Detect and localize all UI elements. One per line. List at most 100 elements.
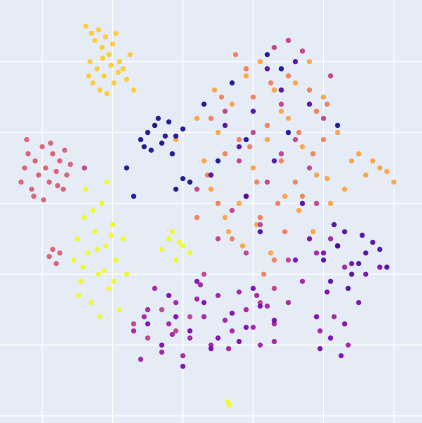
- point: [363, 271, 369, 277]
- point: [155, 115, 161, 121]
- point: [257, 229, 263, 235]
- point: [81, 214, 87, 221]
- point: [264, 303, 270, 309]
- point: [25, 151, 31, 157]
- point: [120, 66, 126, 72]
- point: [152, 285, 158, 291]
- point: [215, 200, 221, 206]
- point: [317, 328, 323, 334]
- point: [194, 296, 200, 302]
- point: [102, 243, 109, 249]
- point: [131, 193, 137, 199]
- point: [331, 314, 337, 320]
- point: [159, 246, 165, 253]
- point: [180, 175, 186, 182]
- point: [18, 179, 24, 185]
- point: [275, 200, 281, 206]
- point: [222, 317, 228, 323]
- point: [320, 94, 327, 100]
- point: [124, 165, 130, 171]
- point: [377, 246, 383, 253]
- point: [313, 200, 320, 206]
- point: [97, 314, 103, 320]
- point: [76, 292, 82, 299]
- point: [285, 37, 291, 43]
- point: [95, 271, 102, 277]
- point: [116, 59, 123, 65]
- point: [64, 172, 70, 178]
- point: [173, 299, 179, 306]
- point: [310, 229, 316, 235]
- point: [229, 101, 235, 107]
- point: [356, 151, 362, 157]
- point: [169, 229, 175, 235]
- point: [106, 285, 112, 291]
- point: [127, 51, 133, 58]
- point: [71, 257, 77, 263]
- point: [292, 136, 298, 143]
- point: [240, 243, 246, 249]
- point: [109, 41, 116, 47]
- point: [162, 133, 168, 139]
- point: [187, 179, 193, 185]
- point: [215, 236, 221, 242]
- point: [215, 335, 221, 341]
- point: [391, 179, 397, 185]
- point: [229, 310, 235, 316]
- point: [222, 151, 228, 157]
- point: [257, 59, 263, 65]
- point: [299, 278, 306, 284]
- point: [292, 179, 298, 185]
- point: [215, 292, 221, 299]
- point: [124, 76, 130, 82]
- point: [208, 186, 214, 192]
- point: [159, 342, 165, 348]
- point: [356, 299, 362, 306]
- point: [100, 55, 106, 61]
- point: [243, 307, 249, 313]
- point: [113, 30, 119, 36]
- point: [67, 161, 73, 167]
- point: [342, 229, 348, 235]
- point: [250, 94, 256, 100]
- point: [254, 292, 260, 299]
- point: [345, 285, 351, 291]
- point: [145, 129, 151, 136]
- point: [324, 289, 330, 295]
- point: [342, 186, 348, 192]
- point: [335, 243, 341, 249]
- point: [180, 363, 186, 369]
- point: [80, 264, 86, 270]
- point: [222, 108, 228, 114]
- point: [74, 236, 80, 242]
- point: [268, 80, 274, 86]
- point: [108, 62, 114, 68]
- point: [250, 108, 256, 114]
- point: [229, 80, 235, 86]
- point: [250, 285, 256, 291]
- point: [50, 151, 56, 157]
- point: [257, 342, 263, 348]
- point: [53, 168, 59, 175]
- point: [243, 193, 249, 199]
- point: [320, 250, 327, 256]
- point: [250, 165, 256, 171]
- point: [278, 158, 284, 164]
- point: [261, 271, 267, 277]
- point: [292, 80, 298, 86]
- point: [152, 122, 158, 129]
- point: [57, 158, 63, 164]
- point: [39, 144, 45, 150]
- point: [271, 257, 277, 263]
- point: [60, 186, 66, 192]
- point: [306, 236, 313, 242]
- point: [320, 257, 327, 263]
- point: [131, 328, 137, 334]
- point: [95, 27, 102, 33]
- point: [43, 165, 49, 171]
- point: [180, 243, 186, 249]
- point: [278, 151, 284, 157]
- point: [324, 101, 330, 107]
- point: [208, 115, 214, 121]
